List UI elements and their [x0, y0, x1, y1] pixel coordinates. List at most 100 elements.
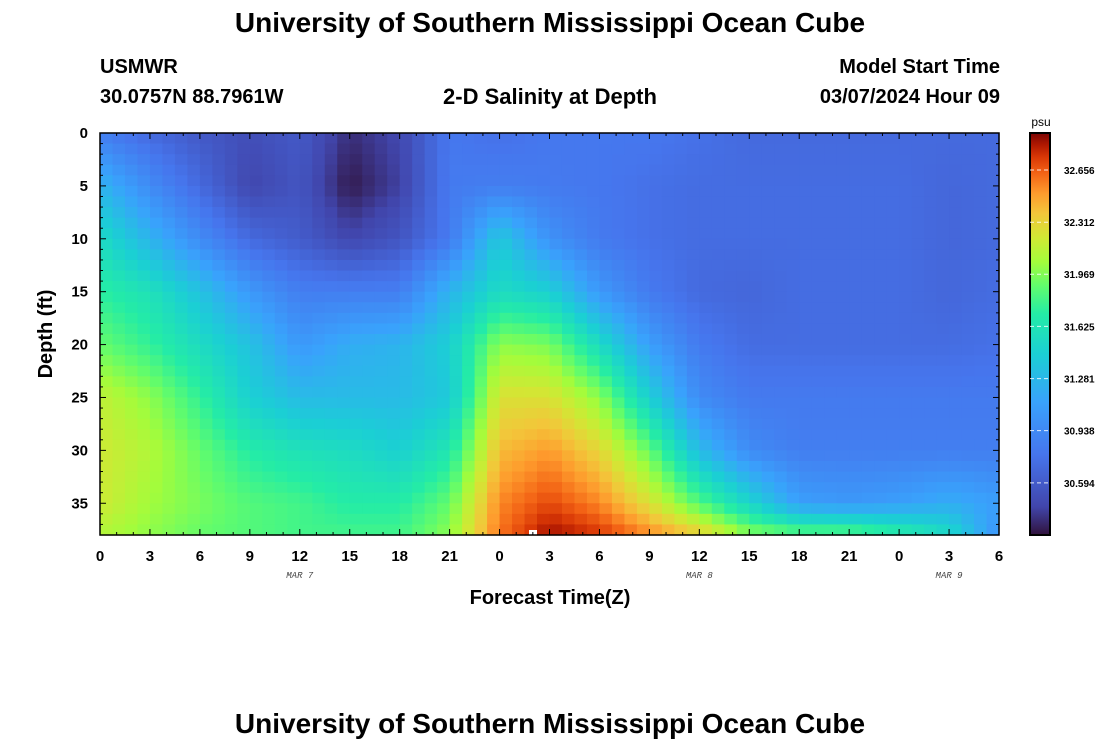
heatmap-cell [274, 482, 288, 494]
heatmap-cell [599, 376, 613, 388]
heatmap-cell [599, 143, 613, 155]
heatmap-cell [849, 323, 863, 335]
heatmap-cell [137, 196, 151, 208]
heatmap-cell [561, 217, 576, 229]
heatmap-cell [249, 492, 263, 504]
heatmap-cell [949, 249, 963, 261]
heatmap-cell [299, 228, 313, 240]
heatmap-cell [786, 503, 800, 515]
heatmap-cell [811, 281, 825, 293]
heatmap-cell [312, 281, 326, 293]
heatmap-cell [661, 217, 675, 229]
heatmap-cell [162, 334, 176, 346]
heatmap-cell [724, 492, 738, 504]
heatmap-cell [561, 482, 576, 494]
y-tick-label: 35 [71, 495, 88, 512]
heatmap-cell [674, 270, 688, 282]
heatmap-cell [861, 503, 875, 515]
heatmap-cell [761, 439, 775, 451]
heatmap-cell [561, 418, 576, 430]
heatmap-cell [899, 355, 913, 367]
heatmap-cell [811, 482, 825, 494]
heatmap-cell [324, 217, 338, 229]
heatmap-cell [686, 503, 700, 515]
heatmap-cell [586, 471, 601, 483]
heatmap-cell [974, 503, 988, 515]
heatmap-cell [312, 513, 326, 526]
heatmap-cell [561, 492, 576, 504]
heatmap-cell [661, 281, 675, 293]
heatmap-cell [849, 185, 863, 198]
heatmap-cell [799, 175, 813, 187]
heatmap-cell [387, 217, 401, 229]
heatmap-cell [274, 249, 288, 261]
heatmap-cell [736, 323, 750, 335]
heatmap-cell [949, 175, 963, 187]
heatmap-cell [899, 450, 913, 462]
heatmap-cell [986, 376, 1000, 388]
heatmap-cell [736, 259, 750, 272]
heatmap-cell [324, 143, 338, 155]
heatmap-cell [187, 450, 201, 462]
heatmap-cell [699, 281, 713, 293]
heatmap-cell [237, 439, 251, 451]
heatmap-cell [387, 513, 401, 526]
heatmap-cell [487, 524, 501, 536]
heatmap-cell [412, 408, 426, 420]
heatmap-cell [499, 259, 513, 272]
heatmap-cell [774, 164, 788, 176]
heatmap-cell [249, 207, 263, 219]
heatmap-cell [761, 281, 775, 293]
heatmap-cell [212, 185, 226, 198]
heatmap-cell [549, 175, 563, 187]
heatmap-cell [761, 355, 775, 367]
heatmap-cell [487, 291, 501, 303]
heatmap-cell [774, 291, 788, 303]
x-tick-label: 6 [595, 548, 603, 565]
heatmap-cell [262, 439, 276, 451]
heatmap-cell [936, 323, 950, 335]
heatmap-cell [911, 175, 925, 187]
heatmap-cell [649, 312, 663, 325]
heatmap-cell [749, 228, 763, 240]
heatmap-cell [437, 143, 451, 155]
heatmap-cell [599, 365, 613, 377]
heatmap-cell [824, 471, 838, 483]
heatmap-cell [412, 323, 426, 335]
heatmap-cell [949, 503, 963, 515]
heatmap-cell [636, 418, 650, 430]
model-start-value: 03/07/2024 Hour 09 [819, 86, 1000, 108]
heatmap-cell [961, 450, 975, 462]
heatmap-cell [736, 228, 750, 240]
heatmap-cell [799, 323, 813, 335]
heatmap-cell [249, 397, 263, 409]
heatmap-cell [287, 439, 301, 451]
heatmap-cell [761, 196, 775, 208]
heatmap-cell [424, 259, 438, 272]
heatmap-cell [674, 281, 688, 293]
heatmap-cell [624, 344, 638, 356]
heatmap-cell [574, 482, 588, 494]
heatmap-cell [824, 196, 838, 208]
heatmap-cell [699, 259, 713, 272]
heatmap-cell [949, 164, 963, 176]
heatmap-cell [674, 471, 688, 483]
heatmap-cell [686, 302, 700, 314]
heatmap-cell [586, 439, 601, 451]
heatmap-cell [836, 133, 850, 145]
heatmap-cell [212, 270, 226, 282]
heatmap-cell [149, 217, 164, 229]
heatmap-cell [874, 175, 888, 187]
x-tick-label: 12 [291, 548, 308, 565]
heatmap-cell [549, 386, 563, 399]
heatmap-cell [774, 365, 788, 377]
heatmap-cell [711, 408, 725, 420]
heatmap-cell [100, 228, 114, 240]
heatmap-cell [936, 228, 950, 240]
heatmap-cell [462, 386, 476, 399]
heatmap-cell [112, 408, 126, 420]
heatmap-cell [924, 408, 938, 420]
heatmap-cell [199, 471, 213, 483]
heatmap-cell [362, 524, 376, 536]
heatmap-cell [387, 503, 401, 515]
